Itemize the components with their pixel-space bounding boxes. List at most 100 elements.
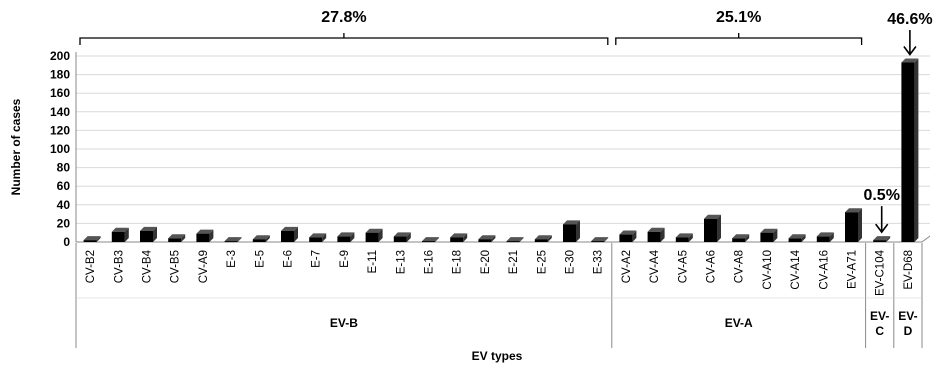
- category-label: CV-B2: [85, 250, 97, 283]
- bar-face: [309, 237, 323, 242]
- bar-e-25: [534, 235, 552, 242]
- bar-side: [350, 232, 355, 242]
- bar-side: [519, 237, 524, 242]
- bar-face: [591, 241, 605, 243]
- category-label: CV-A9: [198, 250, 210, 283]
- bar-face: [563, 224, 576, 242]
- bar-ev-c104: [873, 236, 891, 242]
- bar-top: [450, 233, 468, 238]
- bar-face: [506, 241, 520, 243]
- bar-top: [563, 220, 580, 225]
- bar-cv-b5: [168, 234, 186, 242]
- bar-top: [337, 232, 355, 237]
- bar-face: [788, 238, 802, 242]
- y-tick-label: 140: [50, 105, 70, 119]
- category-label: CV-A4: [649, 249, 661, 283]
- bar-e-20: [478, 235, 496, 242]
- bar-side: [773, 228, 778, 242]
- category-label: E-13: [395, 250, 407, 274]
- bar-face: [534, 239, 548, 242]
- category-label: CV-A16: [818, 250, 830, 290]
- bar-e-9: [337, 232, 355, 242]
- bar-cv-a5: [675, 233, 693, 242]
- y-tick-label: 40: [57, 198, 71, 212]
- bar-top: [619, 230, 637, 235]
- bar-side: [181, 234, 186, 242]
- x-axis-label: EV types: [472, 349, 523, 363]
- bar-top: [816, 232, 834, 237]
- category-label: EV-D68: [903, 250, 915, 290]
- bar-face: [873, 240, 887, 242]
- bar-face: [422, 241, 435, 243]
- bar-top: [224, 237, 242, 242]
- bar-side: [745, 234, 750, 242]
- category-label: CV-A5: [677, 250, 689, 283]
- category-label: E-30: [565, 250, 577, 274]
- bar-top: [478, 235, 496, 240]
- bar-cv-a2: [619, 230, 637, 242]
- y-tick-label: 0: [63, 235, 70, 249]
- bracket-ev-a: [615, 33, 863, 45]
- category-label: E-5: [254, 250, 266, 268]
- bar-top: [252, 235, 270, 240]
- bar-side: [717, 214, 721, 242]
- bar-e-21: [506, 237, 524, 243]
- bar-face: [393, 236, 407, 242]
- bar-top: [196, 229, 214, 234]
- bar-e-6: [281, 226, 298, 242]
- bar-top: [506, 237, 524, 242]
- category-label: CV-B4: [142, 249, 154, 283]
- bar-face: [168, 238, 182, 242]
- bar-face: [901, 62, 915, 243]
- bar-side: [435, 237, 439, 242]
- bar-side: [491, 235, 496, 242]
- group-annotations: 27.8% 25.1% 0.5% 46.6%: [79, 9, 933, 234]
- bar-face: [732, 238, 746, 242]
- y-tick-label: 60: [57, 179, 71, 193]
- bar-top: [732, 234, 750, 239]
- y-tick-label: 200: [50, 49, 70, 63]
- category-label: CV-A14: [790, 249, 802, 289]
- group-label-ev-d: EV-D: [898, 309, 917, 338]
- bar-e-33: [591, 237, 609, 243]
- bars: [83, 58, 919, 243]
- category-label: E-16: [424, 250, 436, 274]
- category-label: CV-B3: [113, 250, 125, 283]
- bar-top: [788, 234, 806, 239]
- bar-side: [801, 234, 806, 242]
- bar-top: [704, 214, 721, 219]
- bar-cv-a9: [196, 229, 214, 242]
- group-label-ev-b: EV-B: [330, 316, 358, 330]
- bar-side: [237, 237, 242, 242]
- bar-side: [576, 220, 580, 242]
- bar-side: [914, 58, 919, 243]
- category-label: E-11: [367, 250, 379, 273]
- bar-top: [873, 236, 891, 241]
- bar-side: [688, 233, 693, 242]
- bar-top: [845, 208, 862, 213]
- bar-top: [140, 226, 157, 231]
- y-tick-label: 80: [57, 161, 71, 175]
- arrow-ev-d: [903, 30, 917, 56]
- percent-label-ev-b: 27.8%: [321, 9, 366, 26]
- bar-side: [96, 236, 101, 242]
- bar-top: [760, 228, 778, 233]
- bar-cv-a6: [704, 214, 721, 242]
- bar-cv-a4: [647, 227, 665, 242]
- bar-top: [675, 233, 693, 238]
- bar-side: [829, 232, 834, 242]
- bar-side: [322, 233, 327, 242]
- bar-cv-b2: [83, 236, 101, 242]
- category-label: E-21: [508, 250, 520, 274]
- bar-top: [422, 237, 439, 242]
- bar-e-18: [450, 233, 468, 242]
- y-tick-label: 180: [50, 68, 70, 82]
- bar-cv-b4: [140, 226, 157, 242]
- bar-side: [209, 229, 214, 242]
- bar-cv-b3: [111, 227, 129, 242]
- bar-side: [858, 208, 862, 242]
- bar-ev-d68: [901, 58, 919, 243]
- bar-face: [675, 237, 689, 242]
- bar-face: [224, 241, 238, 243]
